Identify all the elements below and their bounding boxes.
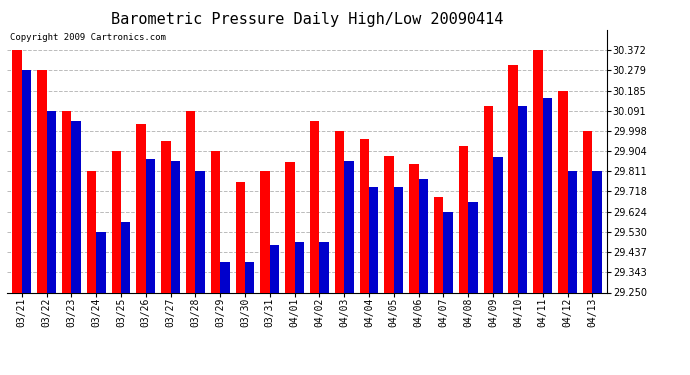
Bar: [285, 162, 295, 292]
Bar: [409, 164, 419, 292]
Bar: [37, 70, 47, 292]
Bar: [319, 242, 329, 292]
Bar: [310, 121, 319, 292]
Bar: [335, 131, 344, 292]
Bar: [161, 141, 170, 292]
Bar: [484, 106, 493, 292]
Title: Barometric Pressure Daily High/Low 20090414: Barometric Pressure Daily High/Low 20090…: [111, 12, 503, 27]
Bar: [419, 179, 428, 292]
Bar: [434, 196, 444, 292]
Bar: [121, 222, 130, 292]
Bar: [270, 245, 279, 292]
Bar: [469, 202, 477, 292]
Bar: [295, 242, 304, 292]
Bar: [518, 106, 527, 292]
Bar: [71, 121, 81, 292]
Bar: [558, 91, 567, 292]
Bar: [493, 156, 502, 292]
Bar: [359, 139, 369, 292]
Bar: [592, 171, 602, 292]
Bar: [170, 162, 180, 292]
Bar: [112, 152, 121, 292]
Bar: [235, 182, 245, 292]
Bar: [369, 187, 379, 292]
Bar: [96, 232, 106, 292]
Bar: [260, 171, 270, 292]
Bar: [583, 131, 592, 292]
Bar: [146, 159, 155, 292]
Bar: [384, 156, 394, 292]
Text: Copyright 2009 Cartronics.com: Copyright 2009 Cartronics.com: [10, 33, 166, 42]
Bar: [543, 98, 552, 292]
Bar: [137, 124, 146, 292]
Bar: [211, 152, 220, 292]
Bar: [220, 262, 230, 292]
Bar: [195, 171, 205, 292]
Bar: [444, 212, 453, 292]
Bar: [533, 50, 543, 292]
Bar: [87, 171, 96, 292]
Bar: [459, 146, 469, 292]
Bar: [245, 262, 255, 292]
Bar: [509, 65, 518, 292]
Bar: [186, 111, 195, 292]
Bar: [567, 171, 577, 292]
Bar: [12, 50, 22, 292]
Bar: [394, 187, 403, 292]
Bar: [47, 111, 56, 292]
Bar: [22, 70, 31, 292]
Bar: [344, 162, 354, 292]
Bar: [62, 111, 71, 292]
